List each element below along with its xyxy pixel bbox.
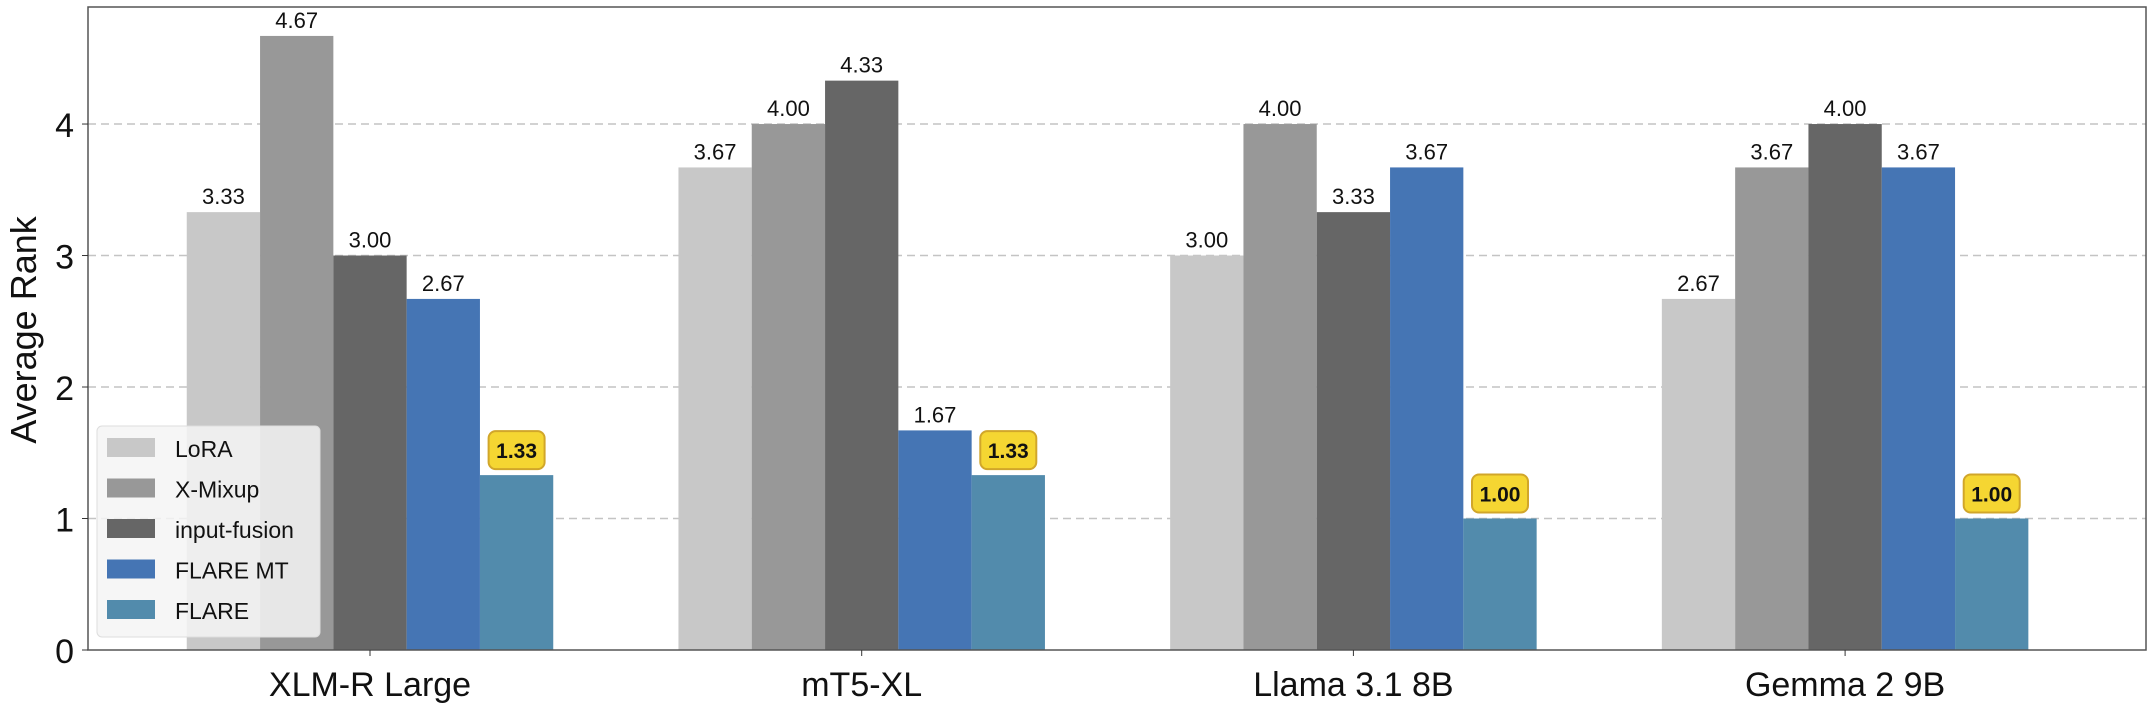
data-label-highlight: 1.00 <box>1480 484 1521 507</box>
x-tick-label: Gemma 2 9B <box>1745 666 1945 704</box>
legend: LoRA X-Mixup input-fusion FLARE MT FLARE <box>96 425 321 638</box>
legend-label: X-Mixup <box>175 477 259 503</box>
data-label: 1.67 <box>914 402 957 427</box>
bar-flare <box>1955 518 2029 650</box>
data-label: 4.00 <box>1824 96 1867 121</box>
bar-flare-mt <box>1881 167 1956 650</box>
legend-label: LoRA <box>175 436 233 462</box>
x-tick-label: Llama 3.1 8B <box>1253 666 1453 704</box>
data-label-highlight: 1.33 <box>988 440 1029 463</box>
data-label: 2.67 <box>422 271 465 296</box>
bar-x-mixup <box>751 124 826 651</box>
data-label: 4.33 <box>840 53 883 78</box>
y-tick-label: 4 <box>55 107 74 145</box>
data-label: 3.33 <box>1332 184 1375 209</box>
bar-flare-mt <box>1390 167 1464 650</box>
data-label-highlight: 1.00 <box>1971 484 2012 507</box>
x-tick-label: mT5-XL <box>801 666 922 704</box>
highlight-badge <box>1471 473 1529 514</box>
legend-label: FLARE MT <box>175 558 289 584</box>
x-tick-label: XLM-R Large <box>269 666 471 704</box>
data-label: 4.00 <box>1259 96 1302 121</box>
bar-flare <box>971 475 1045 650</box>
data-labels: 3.33 4.67 3.00 2.67 1.33 3.67 4.00 4.33 1.67 1.33… <box>202 8 2021 514</box>
data-label: 4.00 <box>767 96 810 121</box>
bar-lora <box>1170 255 1244 650</box>
highlight-badge <box>1962 473 2021 514</box>
y-tick-label: 2 <box>55 370 74 408</box>
bars <box>186 35 2029 651</box>
y-tick-label: 3 <box>55 239 74 277</box>
x-axis: XLM-R Large mT5-XL Llama 3.1 8B Gemma 2 9B <box>269 650 1945 704</box>
legend-swatch <box>107 519 155 538</box>
bar-input-fusion <box>333 255 407 650</box>
y-axis-label: Average Rank <box>3 215 44 443</box>
data-label: 3.33 <box>202 184 245 209</box>
bar-input-fusion <box>825 80 899 651</box>
data-label: 3.67 <box>694 139 737 164</box>
bar-lora <box>1661 298 1736 650</box>
y-axis: 0 1 2 3 4 <box>55 107 88 671</box>
y-tick-label: 0 <box>55 633 74 671</box>
data-label-highlight: 1.33 <box>496 440 537 463</box>
legend-swatch <box>107 478 155 498</box>
bar-x-mixup <box>1735 167 1809 650</box>
bar-flare-mt <box>406 298 480 650</box>
legend-swatch <box>107 559 155 579</box>
bar-input-fusion <box>1316 212 1391 650</box>
data-label: 3.00 <box>1185 228 1228 253</box>
legend-label: input-fusion <box>175 517 294 543</box>
bar-input-fusion <box>1808 124 1882 651</box>
bar-x-mixup <box>1243 124 1317 651</box>
data-label: 3.67 <box>1405 139 1448 164</box>
data-label: 3.67 <box>1897 139 1940 164</box>
data-label: 4.67 <box>275 8 318 33</box>
data-label: 2.67 <box>1677 271 1720 296</box>
highlight-badge <box>979 430 1038 471</box>
plot-frame <box>87 6 2147 651</box>
legend-swatch <box>107 438 155 457</box>
data-label: 3.00 <box>349 228 392 253</box>
y-tick-label: 1 <box>55 502 74 540</box>
bar-lora <box>678 167 752 650</box>
highlight-badge <box>487 430 546 471</box>
legend-swatch <box>107 600 155 619</box>
legend-label: FLARE <box>175 598 249 624</box>
bar-flare <box>479 475 554 650</box>
bar-flare-mt <box>898 430 972 650</box>
bar-flare <box>1463 518 1537 650</box>
data-label: 3.67 <box>1750 139 1793 164</box>
